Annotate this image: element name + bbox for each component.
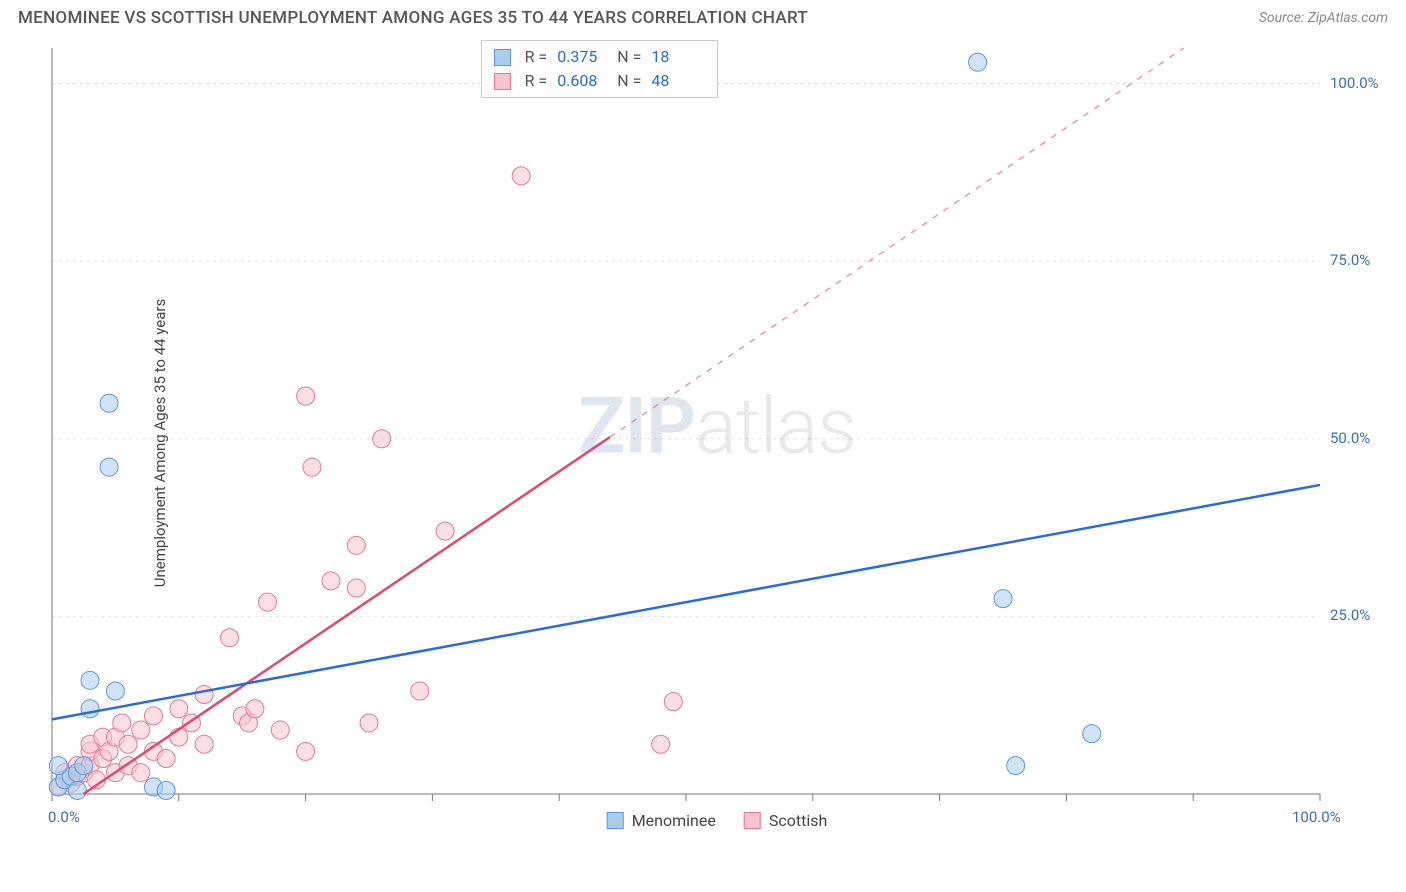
legend-item-menominee: Menominee <box>607 811 716 830</box>
legend-item-scottish: Scottish <box>744 811 827 830</box>
tick-label: 25.0% <box>1330 606 1370 624</box>
swatch-menominee <box>607 812 624 829</box>
legend-label: Scottish <box>769 811 827 830</box>
stats-row-menominee: R = 0.375N = 18 <box>494 45 698 69</box>
chart-title: MENOMINEE VS SCOTTISH UNEMPLOYMENT AMONG… <box>18 8 808 28</box>
swatch-scottish <box>744 812 761 829</box>
legend: Menominee Scottish <box>607 811 828 830</box>
stats-row-scottish: R = 0.608N = 48 <box>494 69 698 93</box>
tick-label: 0.0% <box>48 808 80 826</box>
tick-label: 100.0% <box>1292 808 1341 826</box>
swatch-menominee <box>494 49 511 66</box>
chart-area: Unemployment Among Ages 35 to 44 years Z… <box>46 38 1388 848</box>
swatch-scottish <box>494 73 511 90</box>
tick-label: 50.0% <box>1330 429 1370 447</box>
tick-label: 75.0% <box>1330 251 1370 269</box>
legend-label: Menominee <box>632 811 716 830</box>
scatter-plot <box>46 38 1388 848</box>
source-attribution: Source: ZipAtlas.com <box>1259 10 1388 26</box>
tick-label: 100.0% <box>1330 74 1379 92</box>
correlation-stats-box: R = 0.375N = 18R = 0.608N = 48 <box>481 40 719 98</box>
